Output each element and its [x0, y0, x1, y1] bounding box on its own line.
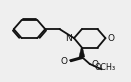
- Text: O: O: [91, 60, 98, 69]
- Polygon shape: [79, 48, 85, 57]
- Text: N: N: [65, 34, 71, 43]
- Text: OCH₃: OCH₃: [94, 63, 115, 72]
- Text: O: O: [107, 34, 114, 43]
- Text: O: O: [61, 57, 67, 66]
